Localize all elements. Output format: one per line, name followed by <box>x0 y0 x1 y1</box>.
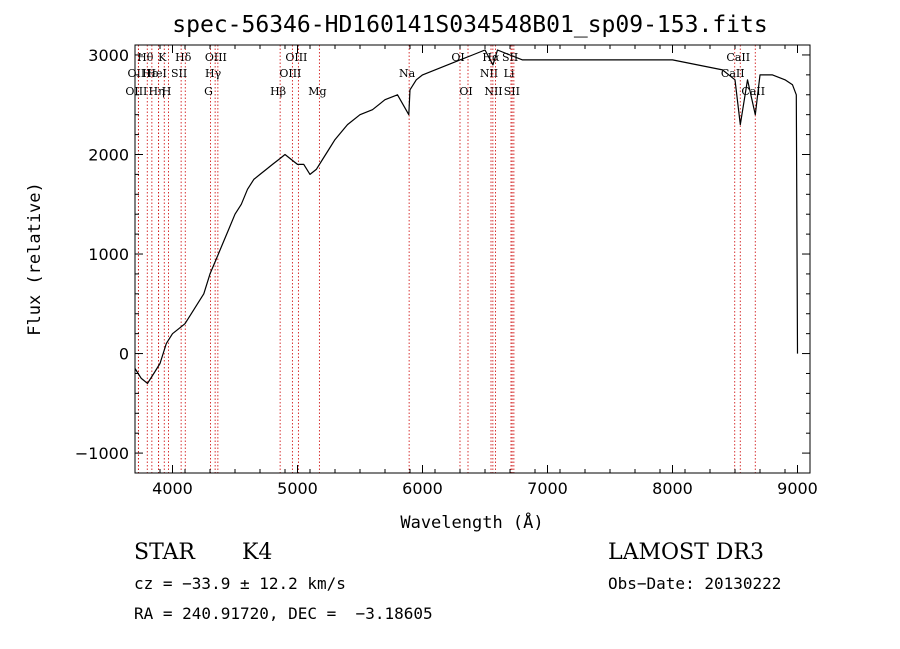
spectral-line-label: OI <box>451 51 464 64</box>
x-tick-label: 5000 <box>277 479 318 498</box>
spectral-line-label: OIII <box>279 67 301 80</box>
y-tick-label: 2000 <box>88 145 129 164</box>
x-tick-label: 9000 <box>777 479 818 498</box>
spectral-line-label: SII <box>504 85 520 98</box>
spectral-line-label: K <box>158 51 167 64</box>
spectral-line-label: Hγ <box>205 67 222 80</box>
redshift-velocity: cz = −33.9 ± 12.2 km/s <box>134 574 346 593</box>
object-class: STAR <box>134 540 195 565</box>
object-subclass: K4 <box>242 540 273 565</box>
spectral-line-markers: Hθ OII OIII Hε Hη K HeI H Hδ SII OIII Hγ G Hβ OIII OIII… <box>125 45 765 473</box>
spectrum-series <box>134 49 799 384</box>
spectral-line-label: CaII <box>721 67 745 80</box>
spectral-line-label: CaII <box>741 85 765 98</box>
x-tick-label: 6000 <box>402 479 443 498</box>
spectral-line-label: OII <box>128 67 146 80</box>
spectral-line-label: Mg <box>308 85 326 98</box>
x-axis-ticks: 4000 5000 6000 7000 8000 9000 <box>134 45 818 498</box>
spectral-line-label: Na <box>399 67 416 80</box>
spectral-line-label: NII <box>484 85 502 98</box>
y-axis-ticks: −1000 0 1000 2000 3000 <box>75 46 810 474</box>
spectral-line-label: OI <box>459 85 472 98</box>
coordinates: RA = 240.91720, DEC = −3.18605 <box>134 604 433 623</box>
spectral-line-label: SII <box>171 67 187 80</box>
spectral-line-label: G <box>204 85 213 98</box>
spectral-line-label: Hθ <box>137 51 154 64</box>
y-tick-label: 1000 <box>88 245 129 264</box>
spectral-line-label: Li <box>504 67 515 80</box>
spectral-line-label: OIII <box>285 51 307 64</box>
spectral-line-label: HeI <box>146 67 166 80</box>
spectral-line-label: OIII <box>125 85 147 98</box>
spectral-line-label: Hβ <box>270 85 286 98</box>
y-tick-label: 3000 <box>88 46 129 65</box>
spectral-line-label: CaII <box>726 51 750 64</box>
y-tick-label: −1000 <box>75 444 129 463</box>
plot-frame <box>134 44 811 474</box>
spectral-line-label: Hε <box>142 67 158 80</box>
observation-date: Obs−Date: 20130222 <box>608 574 782 593</box>
x-tick-label: 8000 <box>652 479 693 498</box>
x-axis-label: Wavelength (Å) <box>400 511 543 533</box>
spectral-line-label: Hη <box>149 85 165 98</box>
x-tick-label: 7000 <box>527 479 568 498</box>
y-tick-label: 0 <box>119 345 129 364</box>
spectral-line-label: H <box>162 85 172 98</box>
x-tick-label: 4000 <box>152 479 193 498</box>
spectral-line-label: Hδ <box>175 51 192 64</box>
survey-name: LAMOST DR3 <box>608 540 764 565</box>
chart-title: spec-56346-HD160141S034548B01_sp09-153.f… <box>172 12 767 38</box>
spectral-line-label: SII <box>502 51 518 64</box>
spectral-line-label: NII <box>480 67 498 80</box>
spectrum-line <box>134 49 799 384</box>
y-axis-label: Flux (relative) <box>25 182 45 336</box>
spectral-line-label: OIII <box>205 51 227 64</box>
